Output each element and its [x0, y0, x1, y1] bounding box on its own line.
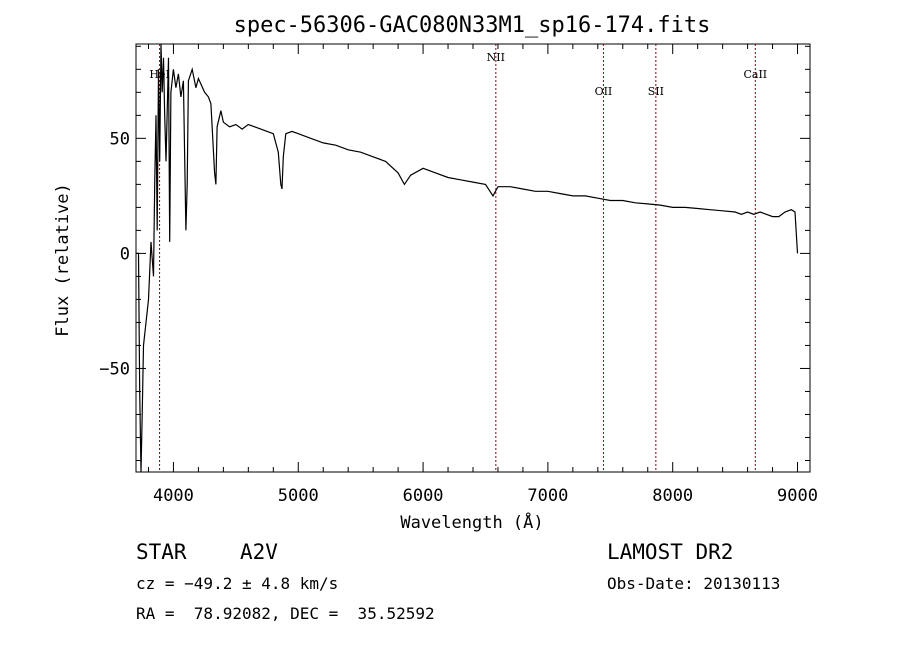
- ra-dec: RA = 78.92082, DEC = 35.52592: [136, 604, 435, 623]
- y-tick-label: −50: [99, 359, 130, 379]
- redshift-cz: cz = −49.2 ± 4.8 km/s: [136, 574, 339, 593]
- tick-labels: 4000 5000 6000 7000 8000 9000 −50 0 50: [99, 129, 818, 506]
- line-marker-label: NII: [487, 51, 505, 64]
- spectrum-line: [136, 43, 799, 473]
- minor-ticks: [136, 44, 810, 472]
- object-class: STAR: [136, 540, 187, 564]
- object-subclass: A2V: [240, 540, 278, 564]
- x-tick-label: 5000: [278, 486, 319, 506]
- x-tick-label: 7000: [527, 486, 568, 506]
- y-axis-label: Flux (relative): [53, 183, 73, 337]
- x-tick-label: 9000: [777, 486, 818, 506]
- y-tick-label: 0: [120, 244, 130, 264]
- x-axis-label: Wavelength (Å): [400, 511, 543, 533]
- plot-frame: [135, 43, 811, 473]
- x-tick-label: 4000: [153, 486, 194, 506]
- major-ticks: [136, 44, 810, 472]
- line-marker-label: SII: [648, 85, 664, 98]
- spectral-line-markers: HeI NII OII SII CaII: [149, 44, 767, 472]
- observation-date: Obs-Date: 20130113: [607, 574, 781, 593]
- x-tick-label: 8000: [652, 486, 693, 506]
- x-tick-label: 6000: [403, 486, 444, 506]
- line-marker-label: CaII: [743, 68, 767, 81]
- survey-label: LAMOST DR2: [607, 540, 734, 564]
- chart-title: spec-56306-GAC080N33M1_sp16-174.fits: [234, 13, 711, 38]
- line-marker-label: HeI: [149, 68, 169, 81]
- line-marker-label: OII: [595, 85, 613, 98]
- y-tick-label: 50: [110, 129, 130, 149]
